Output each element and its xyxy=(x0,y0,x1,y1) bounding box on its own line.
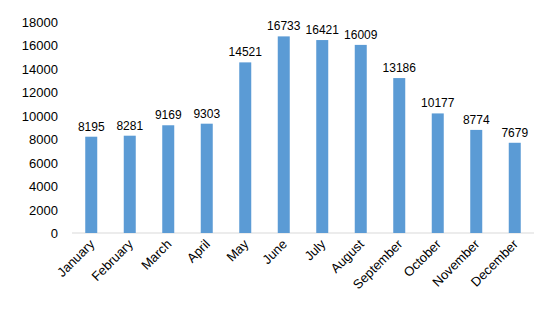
bar xyxy=(278,36,290,233)
x-axis-line xyxy=(72,233,534,234)
data-label: 8774 xyxy=(463,113,490,127)
x-tick-label: June xyxy=(259,237,290,268)
x-tick-label: April xyxy=(184,236,213,265)
data-label: 16733 xyxy=(267,19,301,33)
y-tick-label: 0 xyxy=(51,226,58,241)
bar xyxy=(509,143,521,233)
x-tick-label: May xyxy=(223,236,251,264)
data-label: 9169 xyxy=(155,108,182,122)
data-label: 10177 xyxy=(421,96,455,110)
bars xyxy=(85,36,521,233)
data-label: 13186 xyxy=(383,61,417,75)
data-label: 7679 xyxy=(501,126,528,140)
bar xyxy=(201,124,213,233)
y-tick-label: 14000 xyxy=(22,62,58,77)
bar xyxy=(162,125,174,233)
y-tick-label: 16000 xyxy=(22,38,58,53)
bar xyxy=(393,78,405,233)
bar xyxy=(355,45,367,233)
bar xyxy=(239,62,251,233)
bar xyxy=(470,130,482,233)
y-tick-label: 12000 xyxy=(22,85,58,100)
x-tick-label: February xyxy=(88,236,136,284)
y-tick-label: 6000 xyxy=(29,156,58,171)
data-label: 8195 xyxy=(78,120,105,134)
x-tick-label: March xyxy=(138,237,174,273)
bar xyxy=(316,40,328,233)
y-tick-label: 10000 xyxy=(22,109,58,124)
x-tick-label: September xyxy=(350,236,406,292)
y-tick-label: 8000 xyxy=(29,132,58,147)
bar xyxy=(432,113,444,233)
y-tick-label: 4000 xyxy=(29,179,58,194)
y-tick-label: 18000 xyxy=(22,15,58,30)
x-tick-label: July xyxy=(301,236,328,263)
data-label: 9303 xyxy=(193,107,220,121)
data-label: 16421 xyxy=(306,23,340,37)
chart-svg: 0 2000 4000 6000 8000 10000 12000 14000 16000 180… xyxy=(0,0,548,325)
chart-container: 0 2000 4000 6000 8000 10000 12000 14000 16000 180… xyxy=(0,0,548,325)
data-label: 16009 xyxy=(344,28,378,42)
bar xyxy=(124,136,136,233)
y-tick-label: 2000 xyxy=(29,203,58,218)
bar xyxy=(85,137,97,233)
data-label: 8281 xyxy=(116,119,143,133)
x-tick-label: December xyxy=(468,236,521,289)
data-label: 14521 xyxy=(229,45,263,59)
